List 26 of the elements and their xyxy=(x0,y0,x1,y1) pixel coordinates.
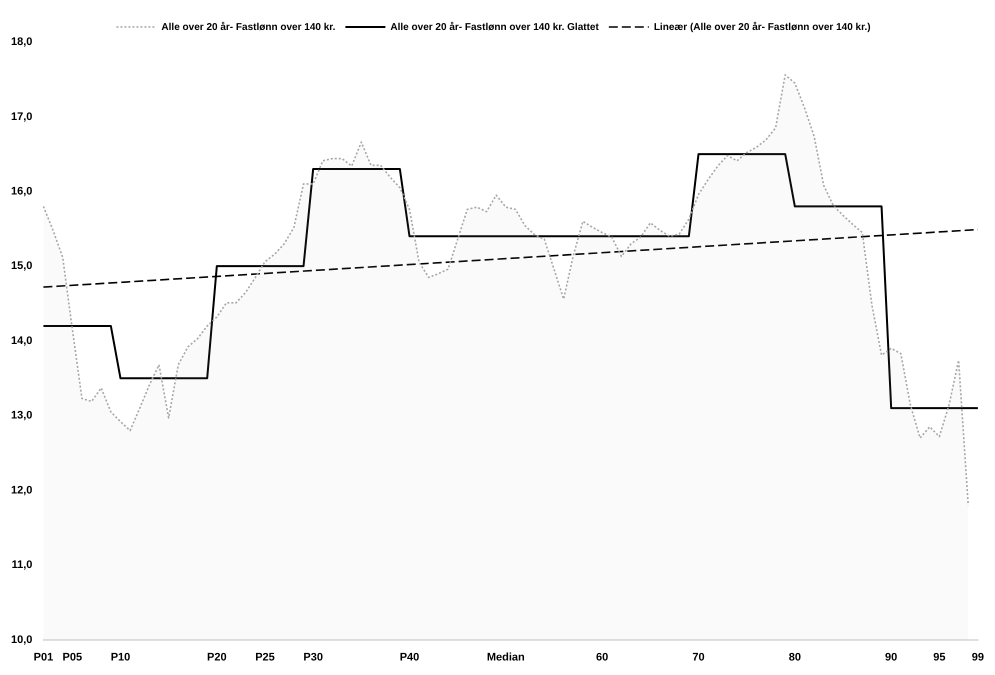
x-tick-label: P30 xyxy=(303,651,323,664)
x-tick-label: 99 xyxy=(972,651,984,664)
x-tick-label: P20 xyxy=(207,651,227,664)
x-tick-label: 80 xyxy=(788,651,801,664)
x-tick-label: 95 xyxy=(933,651,946,664)
y-tick-label: 16,0 xyxy=(10,185,32,198)
y-tick-label: 12,0 xyxy=(10,484,32,496)
legend-label: Alle over 20 år- Fastlønn over 140 kr. Glattet xyxy=(390,20,600,33)
y-tick-label: 18,0 xyxy=(10,36,32,48)
x-tick-label: Median xyxy=(486,651,526,664)
y-tick-label: 11,0 xyxy=(12,559,32,572)
x-tick-label: P10 xyxy=(110,651,130,664)
y-tick-label: 10,0 xyxy=(10,634,32,646)
x-tick-label: P25 xyxy=(255,651,275,664)
x-tick-label: 70 xyxy=(692,651,705,664)
x-tick-label: P40 xyxy=(400,651,420,664)
x-tick-label: P05 xyxy=(62,651,82,664)
y-tick-label: 13,0 xyxy=(10,410,32,422)
legend-label: Lineær (Alle over 20 år- Fastlønn over 140 kr.) xyxy=(654,20,871,33)
x-tick-label: 90 xyxy=(885,651,898,664)
x-tick-label: P01 xyxy=(34,651,54,664)
legend-label: Alle over 20 år- Fastlønn over 140 kr. xyxy=(161,20,336,33)
y-tick-label: 14,0 xyxy=(10,334,32,347)
y-tick-label: 17,0 xyxy=(10,110,32,123)
y-tick-label: 15,0 xyxy=(10,260,32,272)
x-tick-label: 60 xyxy=(596,651,608,664)
